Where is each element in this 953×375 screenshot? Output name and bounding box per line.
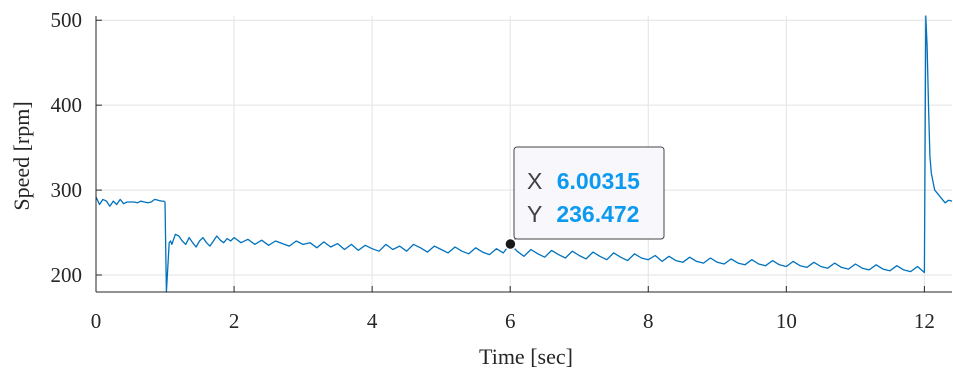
ticks: 0 2 4 6 8 10 12 200 300 400 500 — [51, 8, 935, 333]
x-tick-label: 6 — [505, 309, 516, 333]
datatip-y-row: Y 236.472 — [527, 201, 639, 227]
datatip-y-key: Y — [527, 201, 542, 227]
y-tick-label: 300 — [51, 178, 83, 202]
datatip-x-key: X — [527, 168, 542, 194]
x-tick-label: 4 — [367, 309, 378, 333]
datatip-box[interactable] — [513, 146, 665, 240]
y-axis-label: Speed [rpm] — [9, 101, 34, 210]
y-tick-label: 200 — [51, 263, 83, 287]
x-tick-label: 12 — [914, 309, 935, 333]
x-tick-label: 8 — [643, 309, 654, 333]
x-axis-label: Time [sec] — [479, 344, 573, 369]
datatip-y-value: 236.472 — [556, 201, 639, 227]
y-tick-label: 500 — [51, 8, 83, 32]
datatip[interactable]: X 6.00315 Y 236.472 — [504, 146, 665, 251]
x-tick-label: 2 — [229, 309, 240, 333]
x-tick-label: 10 — [776, 309, 797, 333]
datatip-x-row: X 6.00315 — [527, 168, 640, 194]
y-tick-label: 400 — [51, 93, 83, 117]
datatip-x-value: 6.00315 — [557, 168, 640, 194]
x-tick-label: 0 — [91, 309, 102, 333]
series-line-0 — [95, 15, 953, 293]
axes — [95, 16, 952, 293]
series-layer — [95, 15, 953, 293]
datatip-marker[interactable] — [504, 237, 517, 251]
